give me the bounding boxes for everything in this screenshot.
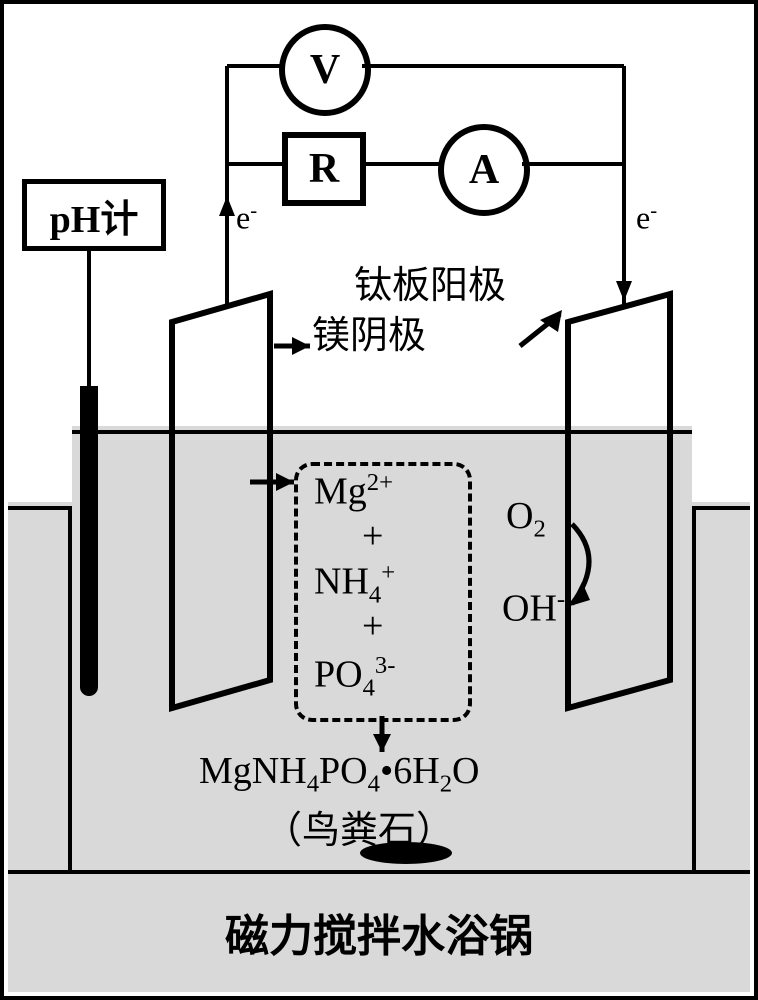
diagram-canvas: 磁力搅拌水浴锅 pH计 V R A [0, 0, 758, 1000]
product-formula: MgNH4PO4•6H2O [199, 749, 480, 799]
stirrer-label: 磁力搅拌水浴锅 [4, 900, 754, 964]
mg-cathode-label: 镁阴极 [312, 304, 426, 359]
plus1: + [362, 514, 383, 558]
po4: PO43- [314, 652, 396, 702]
nh4plus: NH4+ [314, 559, 395, 609]
ti-anode-label: 钛板阳极 [354, 254, 506, 309]
oh-label: OH- [502, 586, 565, 631]
plus2: + [362, 604, 383, 648]
o2-label: O2 [506, 494, 546, 544]
struvite-label: （鸟粪石） [264, 799, 454, 854]
mg2plus: Mg2+ [314, 469, 393, 514]
